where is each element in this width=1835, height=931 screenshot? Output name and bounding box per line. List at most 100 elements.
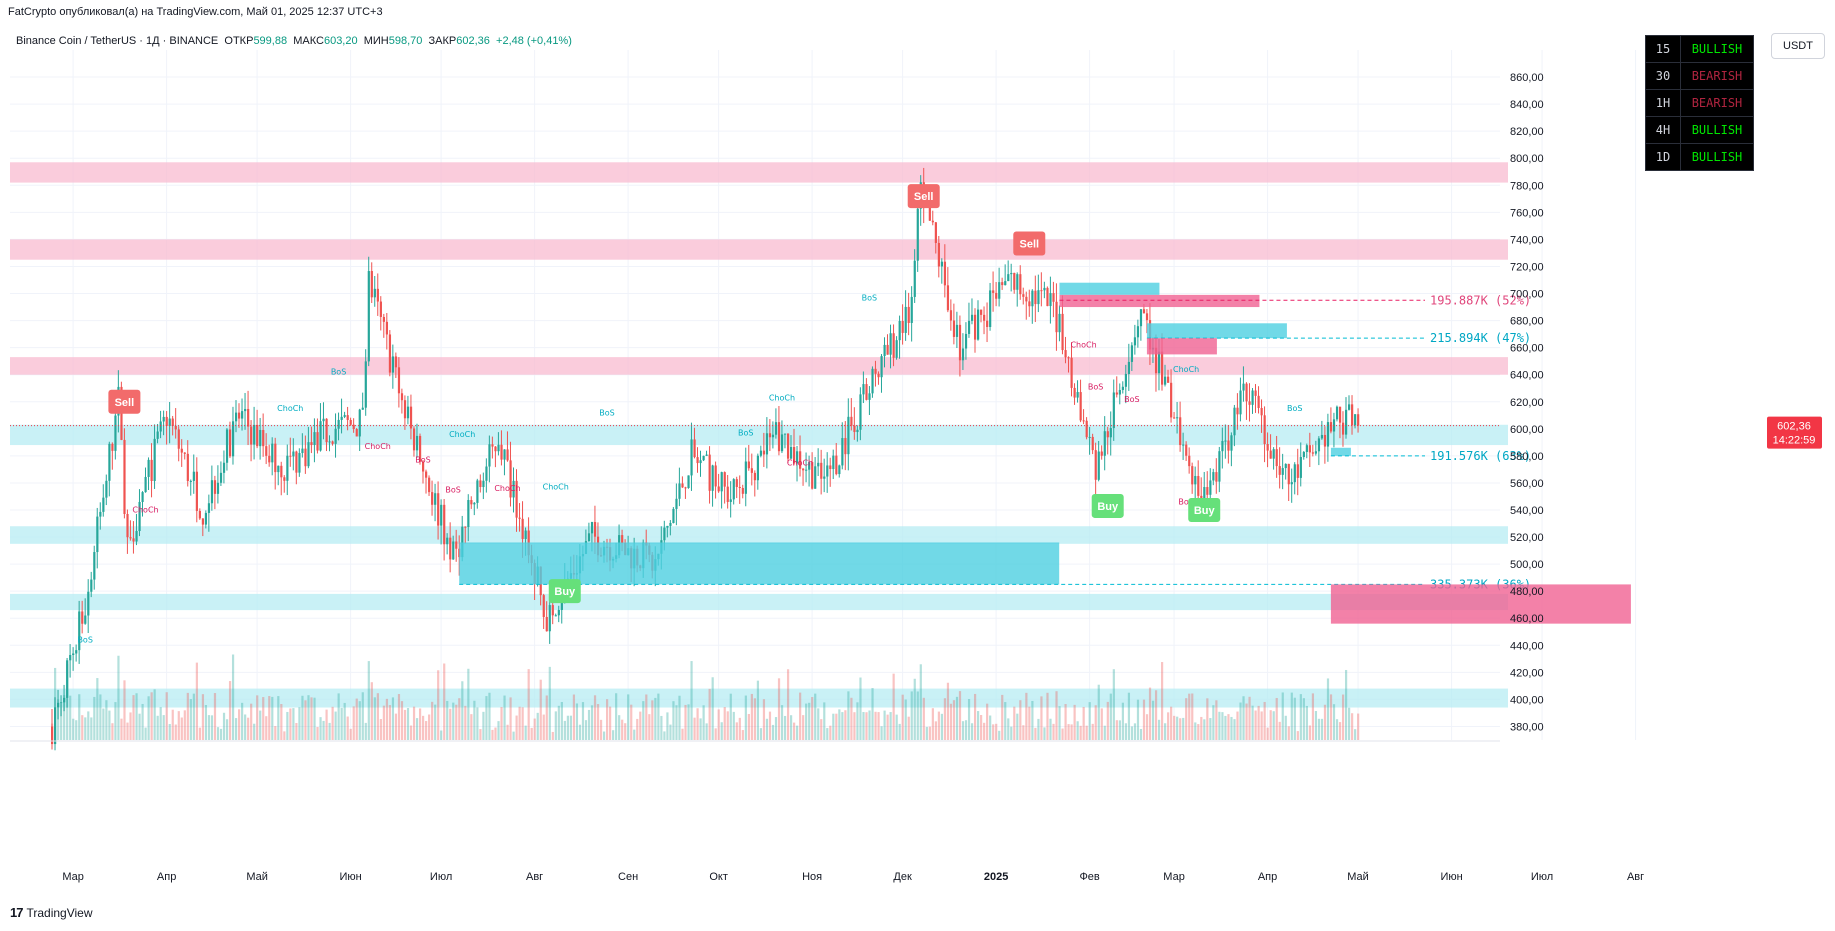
volume-bar [204,705,208,740]
volume-bar [762,699,766,740]
candle-body [723,472,726,487]
candle-body [250,426,253,445]
volume-bar [96,678,99,740]
volume-bar [1357,713,1360,740]
price-tick-label: 720,00 [1510,261,1544,273]
supply-zone [10,357,1508,375]
volume-bar [548,666,551,740]
candle-body [1118,389,1121,395]
candle-body [271,443,274,463]
candle-body [1197,476,1200,496]
order-block-volume-label: 191.576K (63%) [1430,449,1531,463]
volume-bar [768,711,772,740]
volume-bar [425,721,428,740]
change-value: +2,48 (+0,41%) [496,35,572,47]
volume-bar [823,702,826,740]
volume-bar [241,702,244,740]
candle-body [1167,376,1170,383]
candle-body [1076,392,1079,398]
candle-body [995,292,998,299]
volume-bar [630,704,633,740]
volume-bar [946,682,950,740]
candle-body [886,344,889,355]
symbol-name[interactable]: Binance Coin / TetherUS · 1Д · BINANCE [16,35,219,47]
volume-bar [612,730,615,740]
candle-body [515,480,518,518]
tradingview-footer[interactable]: 17 TradingView [10,905,93,920]
buy-signal: Buy [1091,493,1124,518]
candle-body [844,438,847,455]
volume-bar [675,705,678,740]
price-tick-label: 480,00 [1510,586,1544,598]
volume-bar [238,709,241,740]
signal-badge [1013,231,1046,256]
volume-bar [1091,723,1094,740]
volume-bar [506,724,509,740]
volume-bar [1115,720,1118,740]
volume-bar [400,701,404,740]
candle-body [1064,350,1067,358]
volume-bar [1028,706,1031,740]
candle-body [231,421,235,457]
volume-bar [1142,699,1146,740]
sell-signal: Sell [108,389,141,414]
candle-body [675,498,678,509]
volume-bar [497,721,500,740]
volume-bar [1133,723,1137,740]
candle-body [1275,449,1278,467]
volume-bar [1230,716,1233,740]
volume-bar [231,654,235,740]
candle-body [491,444,494,447]
time-tick-label: Май [246,871,268,883]
volume-bar [129,712,132,740]
candle-body [823,476,826,479]
candle-body [1239,390,1242,415]
volume-bar [838,709,841,740]
volume-bar [325,709,328,740]
volume-bar [560,701,563,740]
time-tick-label: Авг [526,871,543,883]
candle-body [811,462,814,489]
signal-label: Sell [1019,238,1039,250]
buy-signal: Buy [1188,498,1221,522]
candle-body [973,314,977,340]
candle-body [829,465,832,470]
low-label: МИН [363,35,389,47]
volume-bar [349,728,352,740]
signal-badge [1091,493,1124,518]
candle-body [322,418,325,422]
structure-label: BoS [1178,498,1193,507]
candle-body [805,469,808,471]
volume-bar [1067,724,1070,740]
candle-body [708,454,711,491]
candle-body [796,451,799,464]
volume-bar [87,711,90,740]
volume-bar [726,711,729,740]
currency-selector[interactable]: USDT [1771,33,1825,59]
volume-bar [1278,721,1281,740]
candle-body [1052,293,1055,302]
volume-bar [693,717,696,740]
candle-body [51,726,54,745]
candle-body [494,446,497,452]
candle-body [1278,466,1281,475]
bull-order-block [1146,323,1287,339]
bias-timeframe: 30 [1645,62,1681,90]
volume-bar [280,704,283,740]
volume-bar [720,722,723,740]
volume-bar [253,723,256,740]
volume-bar [81,715,84,740]
volume-bar [352,706,355,740]
volume-bar [741,730,744,740]
candle-body [1254,390,1257,396]
candle-body [593,522,597,537]
structure-label: BoS [331,368,346,377]
candle-body [1142,309,1146,314]
candle-body [663,527,666,541]
volume-bar [1323,704,1327,740]
volume-bar [135,693,138,740]
volume-bar [584,720,588,740]
volume-bar [699,718,702,740]
volume-bar [759,728,763,740]
